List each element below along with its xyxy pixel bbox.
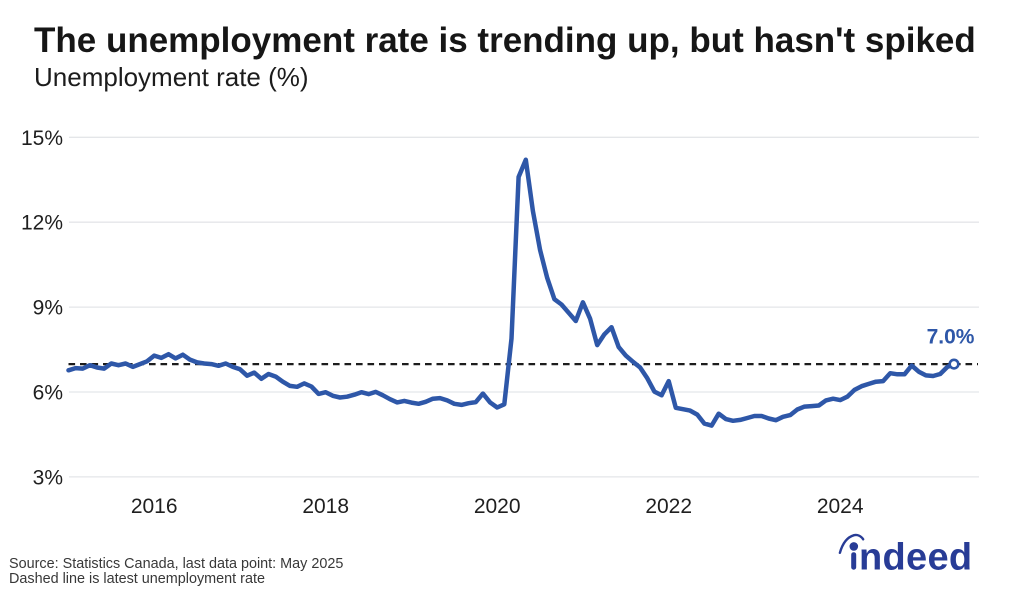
svg-text:6%: 6%: [33, 381, 63, 404]
svg-text:ndeed: ndeed: [859, 537, 972, 579]
svg-text:2022: 2022: [645, 495, 692, 518]
svg-text:2018: 2018: [302, 495, 349, 518]
svg-text:3%: 3%: [33, 466, 63, 489]
svg-text:12%: 12%: [21, 212, 63, 235]
svg-text:7.0%: 7.0%: [927, 326, 975, 349]
svg-text:2016: 2016: [131, 495, 178, 518]
svg-text:15%: 15%: [21, 127, 63, 150]
svg-text:2024: 2024: [817, 495, 864, 518]
svg-text:9%: 9%: [33, 297, 63, 320]
svg-text:2020: 2020: [474, 495, 521, 518]
